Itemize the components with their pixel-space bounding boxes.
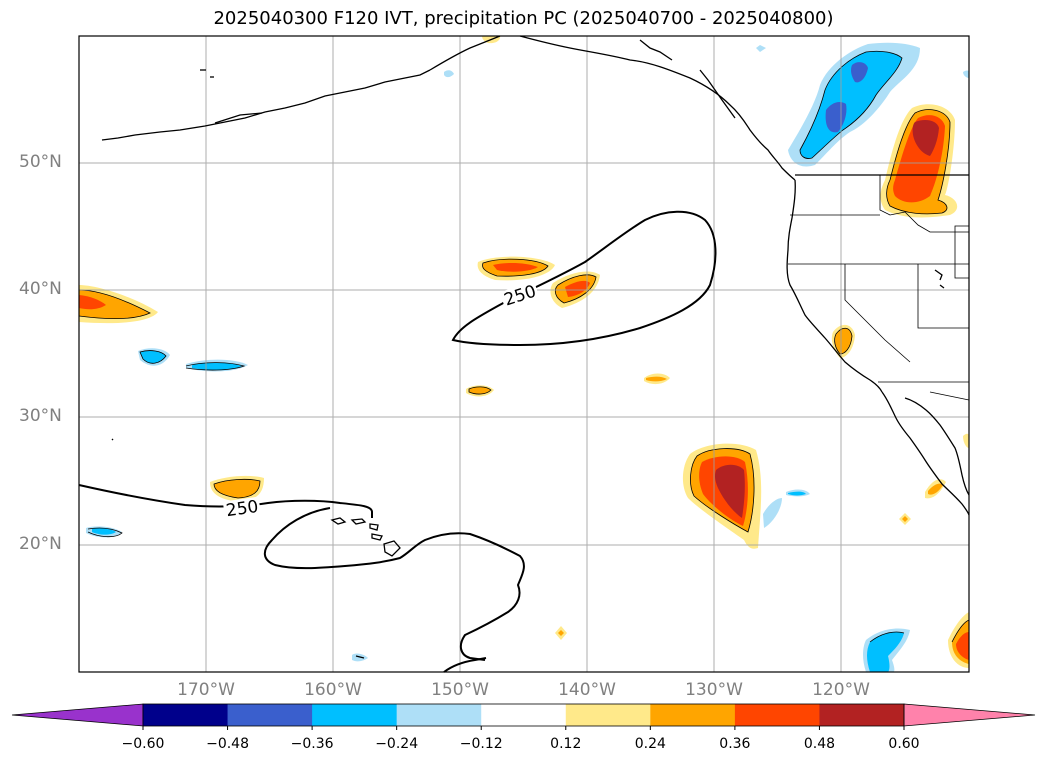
colorbar-swatch	[481, 704, 567, 726]
colorbar-tick-label: 0.36	[719, 736, 751, 752]
colorbar-extend-min	[11, 703, 144, 727]
colorbar-swatch	[734, 704, 820, 726]
lat-label-30n: 30°N	[19, 406, 62, 426]
lon-label-120w: 120°W	[812, 680, 870, 700]
colorbar-tick-label: 0.60	[888, 736, 920, 752]
colorbar-extend-max	[903, 703, 1036, 727]
lon-label-160w: 160°W	[304, 680, 362, 700]
colorbar-tick-label: −0.60	[121, 736, 165, 752]
colorbar-swatch	[650, 704, 736, 726]
map-title: 2025040300 F120 IVT, precipitation PC (2…	[213, 8, 834, 29]
ivt-contours	[78, 210, 717, 673]
lon-label-170w: 170°W	[177, 680, 235, 700]
colorbar-tick-label: −0.48	[206, 736, 249, 752]
colorbar-swatch	[819, 704, 905, 726]
map-frame	[78, 35, 970, 673]
colorbar-swatch	[143, 704, 229, 726]
colorbar-swatch	[396, 704, 482, 726]
colorbar-tick-label: 0.48	[803, 736, 836, 752]
coastlines	[101, 35, 970, 659]
colorbar-frame	[142, 703, 905, 727]
colorbar-tick-label: 0.12	[550, 736, 582, 752]
colorbar-tick-label: 0.24	[634, 736, 666, 752]
colorbar-swatch	[227, 704, 313, 726]
precipitation-contour-lines	[78, 50, 970, 643]
lon-label-150w: 150°W	[431, 680, 489, 700]
precipitation-shading	[79, 36, 969, 672]
colorbar-swatch	[565, 704, 651, 726]
colorbar	[11, 703, 1036, 730]
lat-label-40n: 40°N	[19, 279, 62, 299]
colorbar-tick-label: −0.24	[375, 736, 419, 752]
lon-label-140w: 140°W	[558, 680, 616, 700]
lat-label-20n: 20°N	[19, 534, 62, 554]
colorbar-swatch	[312, 704, 398, 726]
lat-label-50n: 50°N	[19, 152, 62, 172]
lon-label-130w: 130°W	[685, 680, 743, 700]
colorbar-tick-label: −0.36	[290, 736, 334, 752]
colorbar-tick-label: −0.12	[459, 736, 503, 752]
